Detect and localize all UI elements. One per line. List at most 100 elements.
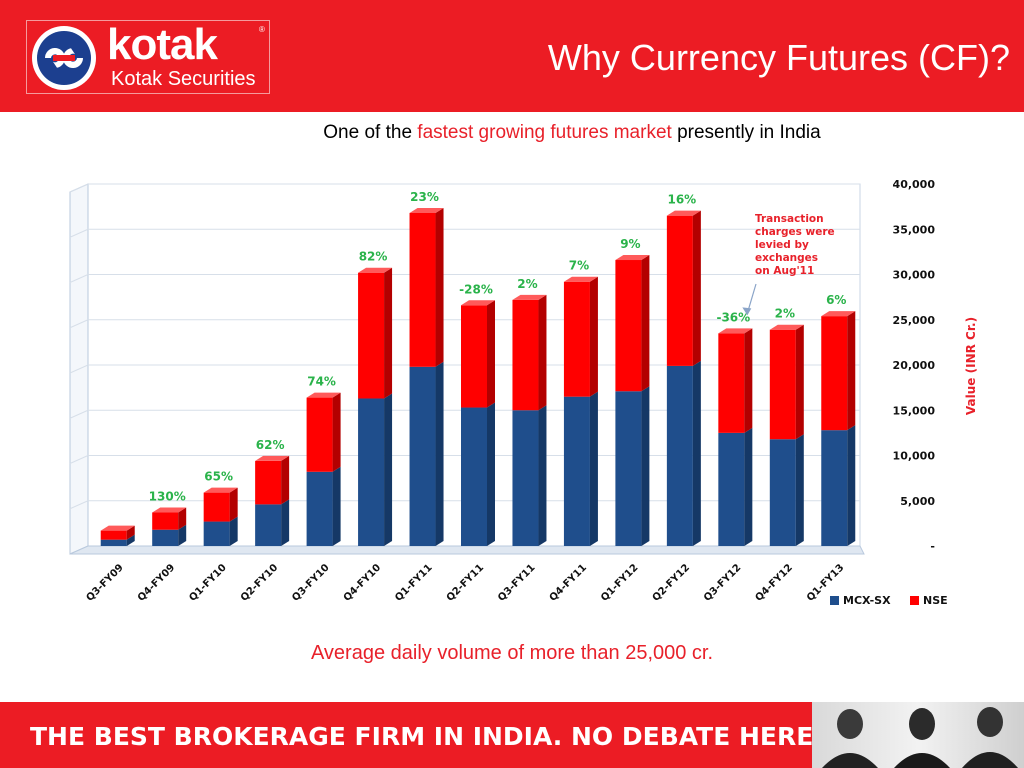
bar-side-nse: [641, 255, 650, 392]
bar-segment-mcx: [769, 439, 796, 546]
bar-segment-nse: [306, 397, 333, 472]
bar-side-mcx: [229, 516, 238, 546]
bar-segment-mcx: [563, 396, 590, 546]
annotation-line: on Aug'11: [755, 265, 814, 277]
y-tick-label: 20,000: [893, 359, 936, 372]
growth-label: 2%: [517, 277, 537, 291]
x-tick-label: Q3-FY09: [84, 562, 125, 603]
bar-segment-nse: [203, 492, 230, 522]
x-tick-label: Q1-FY13: [805, 562, 846, 603]
annotation-line: levied by: [755, 239, 809, 251]
y-tick-label: 30,000: [893, 269, 936, 282]
x-tick-label: Q4-FY09: [136, 562, 177, 603]
growth-label: 6%: [826, 293, 846, 307]
kotak-logo-icon: [32, 26, 96, 90]
bar-side-nse: [126, 525, 135, 540]
bar-side-mcx: [538, 405, 547, 546]
gridline-side: [69, 364, 89, 374]
bar-segment-mcx: [306, 471, 333, 546]
legend-swatch-mcx: [830, 596, 839, 605]
bar-top: [615, 255, 650, 261]
bar-segment-mcx: [203, 521, 230, 546]
bar-top: [512, 294, 547, 300]
bar-top: [821, 311, 856, 317]
bar-top: [769, 324, 804, 330]
x-tick-label: Q2-FY10: [239, 562, 280, 603]
bar-segment-mcx: [821, 430, 848, 546]
bottom-note: Average daily volume of more than 25,000…: [310, 642, 714, 664]
bar-top: [409, 207, 444, 213]
bar-side-mcx: [847, 425, 856, 546]
gridline-side: [69, 183, 89, 193]
bar-segment-mcx: [512, 410, 539, 546]
kotak-logo[interactable]: kotak ® Kotak Securities: [26, 20, 270, 94]
footer-tagline: THE BEST BROKERAGE FIRM IN INDIA. NO DEB…: [30, 722, 823, 751]
bar-side-mcx: [281, 499, 290, 546]
bar-segment-nse: [100, 530, 127, 540]
bar-side-nse: [281, 455, 290, 505]
bar-segment-nse: [666, 215, 693, 366]
bar-segment-nse: [718, 333, 745, 433]
growth-label: 9%: [620, 237, 640, 251]
subtitle-after: presently in India: [671, 122, 821, 143]
bar-segment-nse: [615, 260, 642, 392]
gridline-side: [69, 409, 89, 419]
x-tick-label: Q4-FY10: [342, 562, 383, 603]
bar-side-nse: [589, 276, 598, 397]
bar-segment-mcx: [615, 391, 642, 546]
bar-segment-mcx: [152, 529, 179, 546]
bar-side-mcx: [384, 393, 393, 546]
annotation-line: Transaction: [755, 213, 824, 225]
x-tick-label: Q4-FY11: [548, 562, 589, 603]
y-tick-label: 10,000: [893, 450, 936, 463]
x-tick-label: Q2-FY12: [651, 562, 692, 603]
brand-subtitle: Kotak Securities: [111, 68, 256, 90]
legend-label-nse: NSE: [923, 594, 948, 607]
bar-side-mcx: [126, 534, 135, 546]
growth-label: 2%: [775, 307, 795, 321]
bar-side-nse: [744, 328, 753, 433]
plot-floor: [69, 545, 865, 555]
growth-label: 74%: [307, 375, 336, 389]
x-tick-label: Q1-FY12: [599, 562, 640, 603]
footer-photo: [812, 702, 1024, 768]
growth-label: 82%: [359, 250, 388, 264]
bar-segment-mcx: [358, 398, 385, 546]
growth-label: -28%: [459, 282, 493, 296]
bar-side-nse: [332, 392, 341, 472]
bar-segment-nse: [461, 305, 487, 408]
x-tick-label: Q3-FY11: [496, 562, 537, 603]
growth-label: 130%: [149, 490, 186, 504]
footer-bar: THE BEST BROKERAGE FIRM IN INDIA. NO DEB…: [0, 702, 1024, 768]
header-bar: kotak ® Kotak Securities Why Currency Fu…: [0, 0, 1024, 112]
bar-top: [358, 267, 393, 273]
bar-side-mcx: [435, 361, 444, 546]
bar-top: [563, 276, 598, 282]
y-tick-label: 35,000: [893, 223, 936, 236]
bar-segment-nse: [358, 272, 385, 399]
bar-segment-mcx: [409, 366, 436, 546]
people-photo-icon: [822, 707, 1018, 768]
bar-segment-mcx: [461, 407, 487, 546]
brand-name: kotak: [107, 20, 218, 69]
bar-side-nse: [229, 487, 238, 522]
bar-side-mcx: [641, 386, 650, 546]
bar-side-nse: [487, 300, 495, 408]
annotation-arrowhead: [742, 307, 752, 316]
x-tick-label: Q1-FY11: [393, 562, 434, 603]
bar-top: [306, 392, 341, 398]
stacked-bar-chart: - 5,000 10,000 15,000 20,000 25,000 30,000 35,0…: [69, 178, 978, 607]
chart-panel: - 5,000 10,000 15,000 20,000 25,000 30,000 35,0…: [40, 172, 996, 624]
y-tick-label: 40,000: [893, 178, 936, 191]
bar-side-mcx: [692, 360, 701, 546]
bar-segment-mcx: [100, 539, 127, 546]
growth-label: 23%: [410, 190, 439, 204]
bar-side-nse: [178, 507, 187, 530]
bar-segment-nse: [512, 299, 539, 411]
bar-segment-nse: [409, 212, 436, 367]
bar-top: [152, 507, 187, 513]
x-tick-label: Q4-FY12: [753, 562, 794, 603]
bar-segment-nse: [255, 460, 282, 505]
gridline-side: [69, 319, 89, 329]
subtitle-before: One of the: [323, 122, 418, 143]
